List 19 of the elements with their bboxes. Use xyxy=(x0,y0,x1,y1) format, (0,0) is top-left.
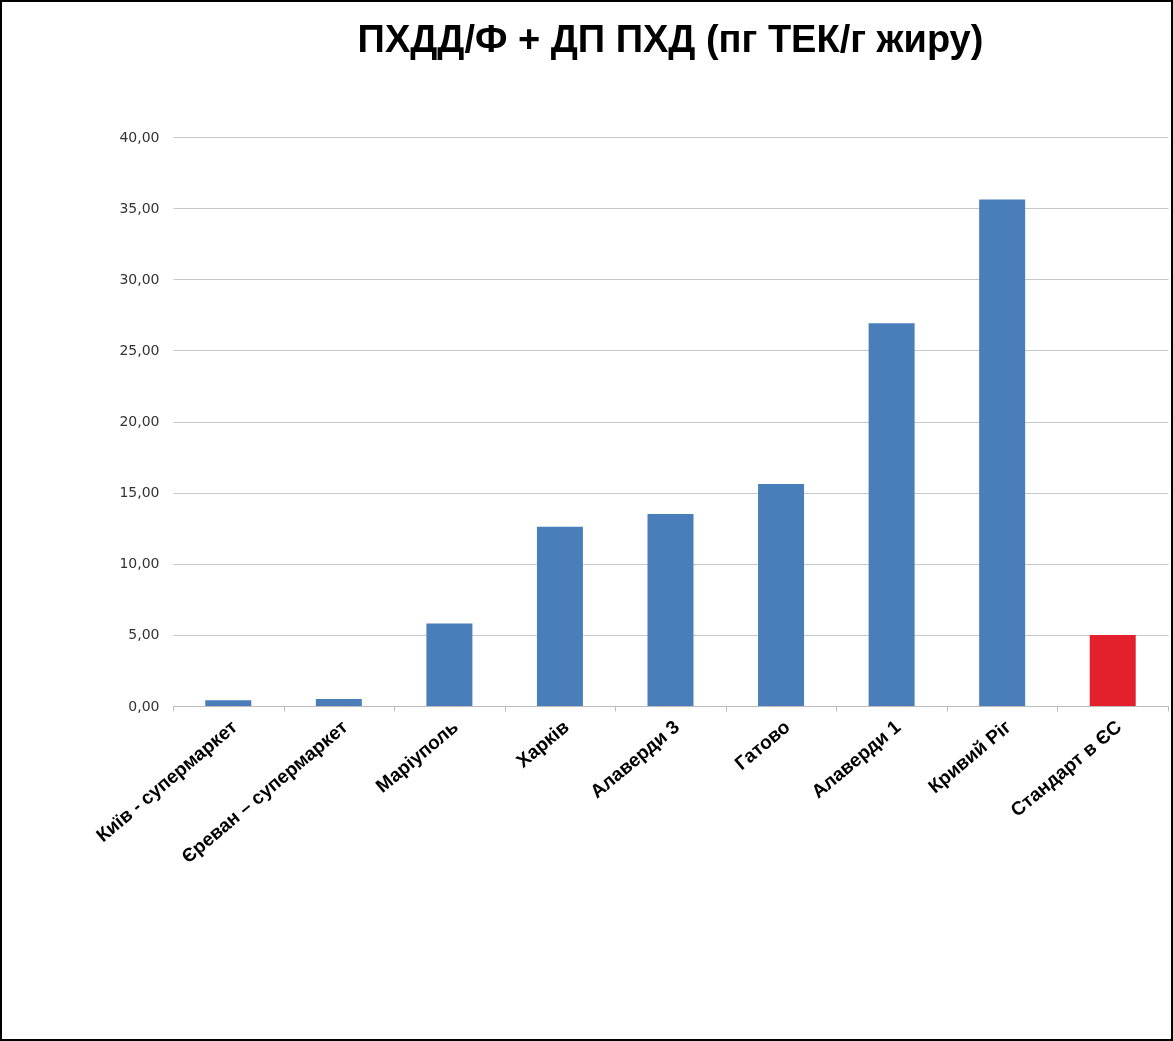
bar xyxy=(1089,634,1136,706)
chart-title: ПХДД/Ф + ДП ПХД (пг ТЕК/г жиру) xyxy=(357,18,984,60)
bar xyxy=(426,623,473,706)
bar xyxy=(647,513,694,706)
y-tick-label: 25,00 xyxy=(119,341,160,358)
y-tick-label: 30,00 xyxy=(119,270,160,287)
y-tick-label: 20,00 xyxy=(119,413,160,429)
y-tick-label: 10,00 xyxy=(119,555,160,572)
y-tick-label: 5,00 xyxy=(128,626,160,643)
y-tick-label: 15,00 xyxy=(119,484,160,501)
bar xyxy=(536,526,583,706)
bar xyxy=(205,700,252,706)
bar xyxy=(868,323,915,706)
y-tick-label: 35,00 xyxy=(119,199,160,216)
bar xyxy=(979,199,1026,706)
y-tick-label: 40,00 xyxy=(119,128,160,145)
bar xyxy=(315,698,362,706)
bar xyxy=(758,484,805,706)
y-tick-label: 0,00 xyxy=(128,697,160,714)
